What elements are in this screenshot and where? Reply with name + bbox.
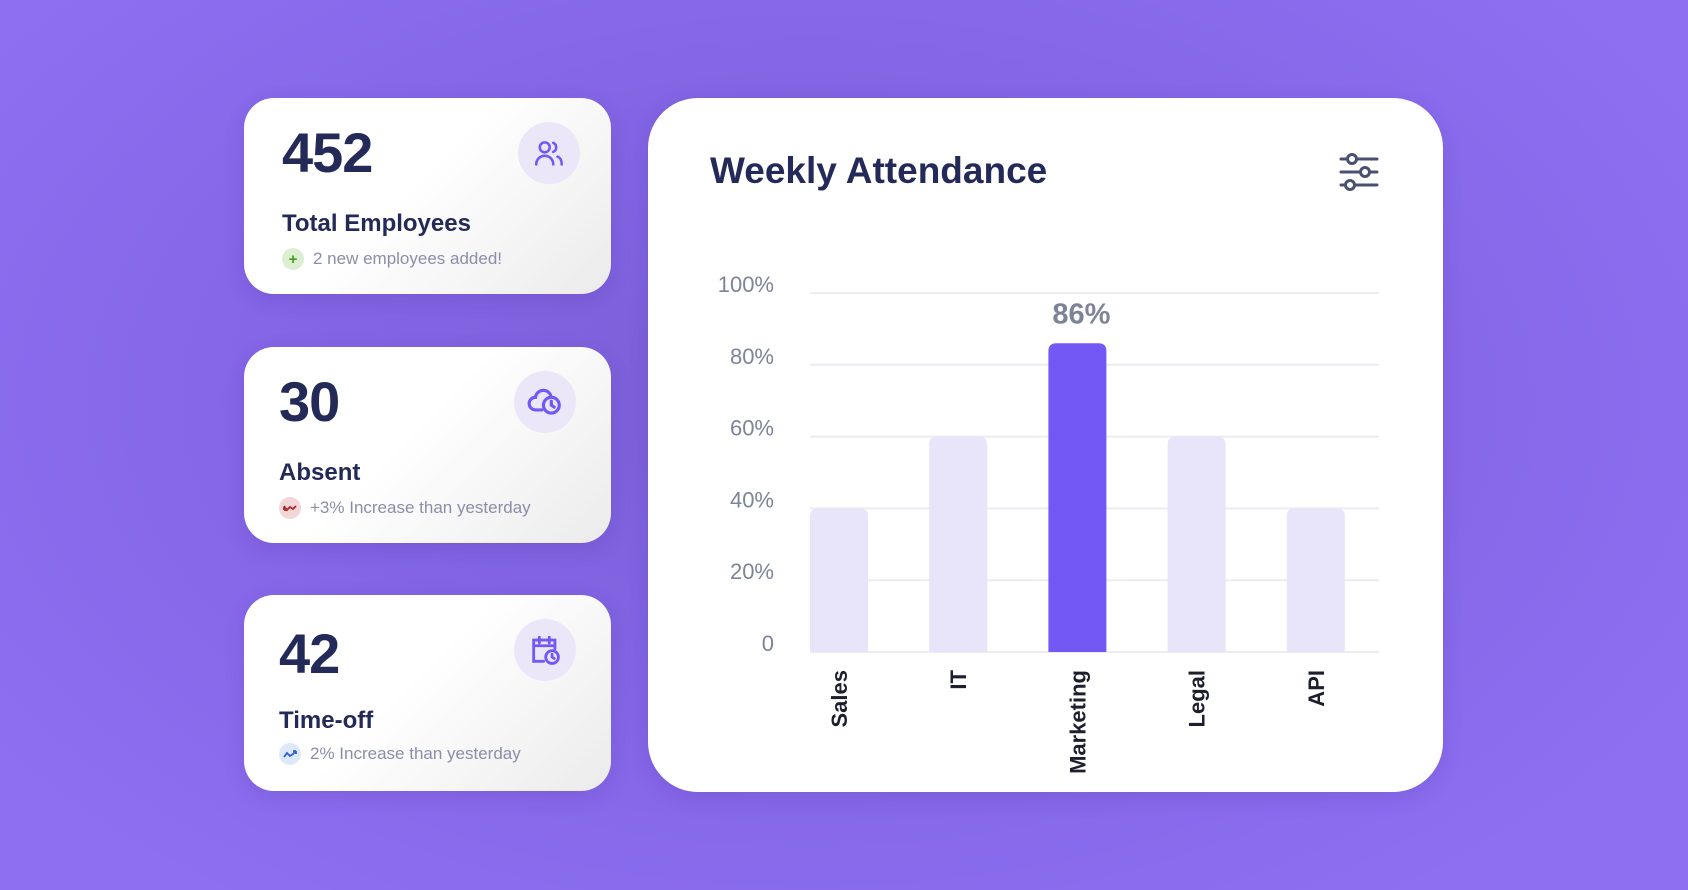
stat-value: 42 bbox=[279, 622, 340, 685]
stat-note-text: 2% Increase than yesterday bbox=[310, 744, 521, 763]
stat-note: 2% Increase than yesterday bbox=[279, 743, 521, 765]
stat-label: Time-off bbox=[279, 707, 374, 734]
stat-value: 30 bbox=[279, 370, 340, 433]
stat-label: Absent bbox=[279, 459, 361, 486]
stat-note: +3% Increase than yesterday bbox=[279, 497, 531, 519]
cloud-clock-icon bbox=[514, 371, 576, 433]
trend-up-icon bbox=[279, 743, 301, 765]
users-icon bbox=[518, 122, 580, 184]
filter-sliders-icon[interactable] bbox=[1338, 151, 1380, 198]
trend-down-icon bbox=[279, 497, 301, 519]
stat-card-absent: 30 Absent +3% Increase than yesterday bbox=[244, 347, 611, 543]
stat-note-text: +3% Increase than yesterday bbox=[310, 498, 531, 517]
weekly-attendance-card: Weekly Attendance bbox=[648, 98, 1443, 792]
stat-card-total-employees: 452 Total Employees + 2 new employees ad… bbox=[244, 98, 611, 294]
plus-icon: + bbox=[282, 248, 304, 270]
chart-title: Weekly Attendance bbox=[710, 150, 1048, 191]
stat-note: + 2 new employees added! bbox=[282, 248, 502, 270]
calendar-clock-icon bbox=[514, 619, 576, 681]
stat-value: 452 bbox=[282, 121, 373, 184]
stat-note-text: 2 new employees added! bbox=[313, 249, 503, 268]
stat-label: Total Employees bbox=[282, 210, 471, 237]
stat-card-time-off: 42 Time-off 2% Increase than yesterday bbox=[244, 595, 611, 791]
